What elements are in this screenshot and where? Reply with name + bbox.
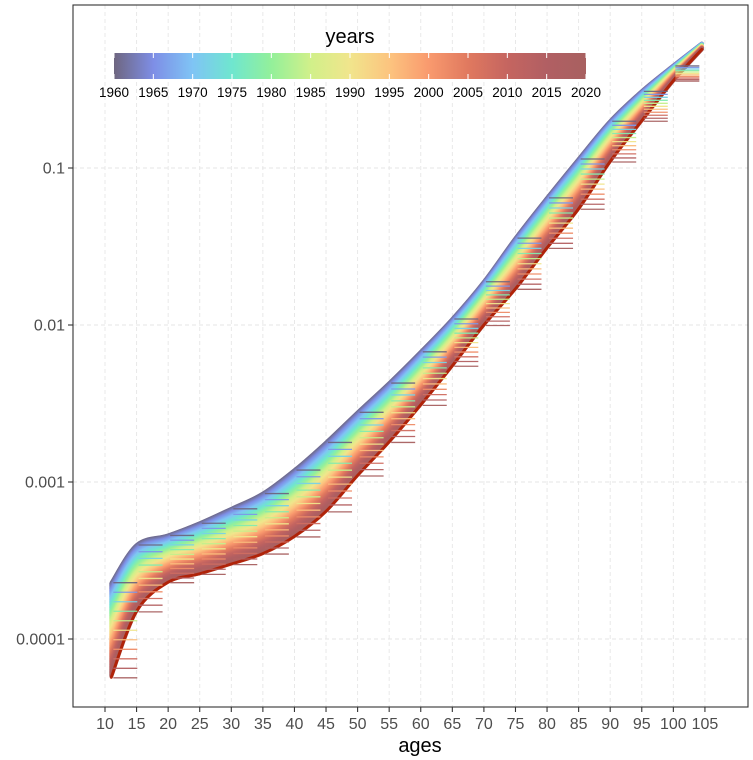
legend-label: 1980 xyxy=(256,85,286,100)
observed-rate-marks xyxy=(113,65,700,679)
y-axis-ticks: 0.0001 0.001 0.01 0.1 xyxy=(16,161,73,649)
x-tick-label: 10 xyxy=(96,716,114,733)
legend-label: 1960 xyxy=(99,85,129,100)
x-tick-label: 30 xyxy=(222,716,240,733)
x-tick-label: 50 xyxy=(349,716,367,733)
legend-label: 2010 xyxy=(492,85,522,100)
x-tick-label: 105 xyxy=(692,716,719,733)
x-tick-label: 25 xyxy=(191,716,209,733)
legend-label: 2015 xyxy=(532,85,562,100)
x-tick-label: 95 xyxy=(633,716,651,733)
legend-ticks: 1960 1965 1970 1975 1980 1985 1990 1995 2000 2005… xyxy=(99,53,601,100)
x-tick-label: 40 xyxy=(286,716,304,733)
x-tick-label: 80 xyxy=(538,716,556,733)
legend: years 1960 1965 1970 1975 1980 1985 1990 1995 20… xyxy=(99,26,601,100)
legend-label: 2020 xyxy=(571,85,601,100)
legend-title: years xyxy=(326,26,375,48)
x-tick-label: 65 xyxy=(443,716,461,733)
year-curve-2020 xyxy=(109,47,704,679)
x-tick-label: 15 xyxy=(128,716,146,733)
legend-label: 2000 xyxy=(414,85,444,100)
legend-label: 1985 xyxy=(296,85,326,100)
x-tick-label: 70 xyxy=(475,716,493,733)
x-tick-label: 85 xyxy=(570,716,588,733)
y-tick-label: 0.1 xyxy=(43,161,65,178)
x-tick-label: 75 xyxy=(507,716,525,733)
legend-label: 1995 xyxy=(374,85,404,100)
legend-label: 1990 xyxy=(335,85,365,100)
panel-border xyxy=(72,4,749,708)
x-axis-title: ages xyxy=(398,735,441,757)
legend-label: 1975 xyxy=(217,85,247,100)
y-tick-label: 0.01 xyxy=(34,318,65,335)
x-tick-label: 90 xyxy=(601,716,619,733)
x-tick-label: 55 xyxy=(380,716,398,733)
legend-label: 2005 xyxy=(453,85,483,100)
x-tick-label: 20 xyxy=(159,716,177,733)
legend-label: 1965 xyxy=(138,85,168,100)
legend-label: 1970 xyxy=(178,85,208,100)
x-tick-label: 60 xyxy=(412,716,430,733)
y-tick-label: 0.001 xyxy=(25,475,65,492)
y-tick-label: 0.0001 xyxy=(16,632,65,649)
x-tick-label: 35 xyxy=(254,716,272,733)
x-tick-label: 45 xyxy=(317,716,335,733)
x-tick-label: 100 xyxy=(660,716,687,733)
grid-lines xyxy=(73,5,748,707)
x-axis-ticks: 10 15 20 25 30 35 40 45 50 55 60 65 70 75 80 85 90 95 100 1… xyxy=(96,707,718,733)
